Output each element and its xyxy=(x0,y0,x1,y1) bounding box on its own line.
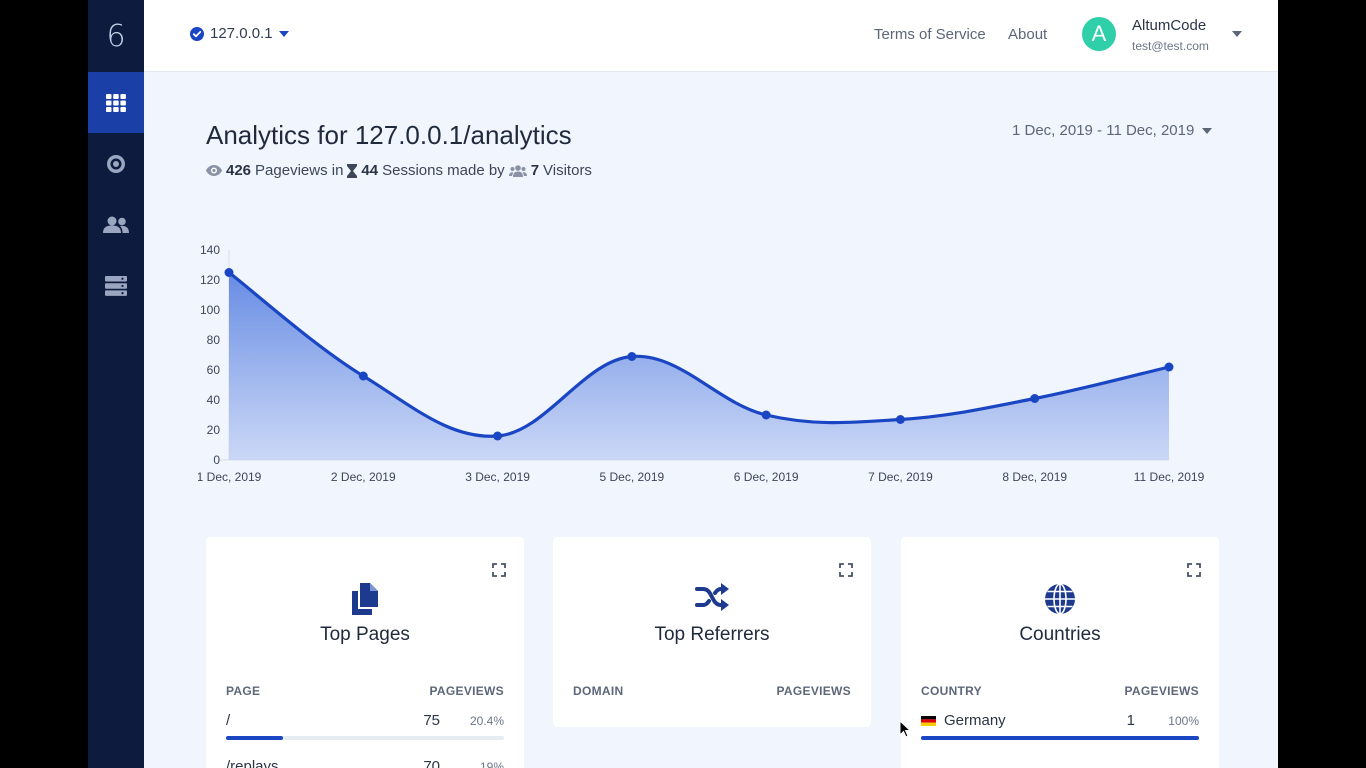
sidebar: 6 xyxy=(88,0,144,768)
progress-bar-fill xyxy=(921,736,1199,740)
copy-icon xyxy=(352,583,378,615)
stats-summary: 426 Pageviews in 44 Sessions made by 7 V… xyxy=(206,162,592,179)
grid-icon xyxy=(106,93,126,112)
sessions-label: Sessions made by xyxy=(382,162,505,179)
column-header-country[interactable]: COUNTRY xyxy=(921,684,982,698)
x-tick-label: 3 Dec, 2019 xyxy=(465,470,530,484)
date-range-picker[interactable]: 1 Dec, 2019 - 11 Dec, 2019 xyxy=(1012,122,1213,139)
terms-link[interactable]: Terms of Service xyxy=(874,26,986,43)
globe-icon xyxy=(1045,583,1075,615)
sidebar-item-servers[interactable] xyxy=(88,255,144,316)
data-point[interactable] xyxy=(224,268,234,277)
sidebar-item-dashboard[interactable] xyxy=(88,72,144,133)
top-pages-card: Top Pages PAGE PAGEVIEWS / 75 20.4% /rep… xyxy=(206,537,524,768)
data-point[interactable] xyxy=(358,371,368,381)
check-circle-icon xyxy=(190,26,204,41)
x-tick-label: 6 Dec, 2019 xyxy=(734,470,799,484)
list-item[interactable]: / 75 20.4% xyxy=(226,712,504,736)
caret-down-icon xyxy=(278,30,289,37)
app-frame: 6 xyxy=(88,0,1278,768)
y-tick-label: 0 xyxy=(213,453,220,467)
column-header-pageviews[interactable]: PAGEVIEWS xyxy=(776,684,851,698)
column-header-pageviews[interactable]: PAGEVIEWS xyxy=(429,684,504,698)
y-tick-label: 60 xyxy=(207,363,221,377)
top-bar: 127.0.0.1 Terms of Service About A Altum… xyxy=(144,0,1278,72)
country-label: Germany xyxy=(921,712,1006,729)
server-icon xyxy=(105,275,127,296)
visitors-count: 7 xyxy=(530,162,540,179)
data-point[interactable] xyxy=(1164,362,1174,372)
pageviews-chart: 0 20 40 60 80 100 120 140 1 Dec, 2019 2 Dec, 2019… xyxy=(198,243,1205,484)
progress-bar xyxy=(226,736,504,740)
hourglass-icon xyxy=(347,163,358,178)
pageviews-label: Pageviews in xyxy=(255,162,344,179)
date-range-label: 1 Dec, 2019 - 11 Dec, 2019 xyxy=(1012,122,1195,139)
expand-icon[interactable] xyxy=(839,563,853,577)
pageviews-value: 70 xyxy=(423,758,440,768)
site-name: 127.0.0.1 xyxy=(210,25,273,42)
x-tick-label: 5 Dec, 2019 xyxy=(599,470,664,484)
user-email: test@test.com xyxy=(1132,39,1209,53)
top-referrers-card: Top Referrers DOMAIN PAGEVIEWS xyxy=(553,537,871,727)
expand-icon[interactable] xyxy=(492,563,506,577)
page-title: Analytics for 127.0.0.1/analytics xyxy=(206,120,572,150)
sidebar-item-target[interactable] xyxy=(88,133,144,194)
data-point[interactable] xyxy=(493,431,503,441)
card-title: Top Referrers xyxy=(654,624,770,645)
countries-card: Countries COUNTRY PAGEVIEWS Germany 1 10… xyxy=(901,537,1219,768)
avatar[interactable]: A xyxy=(1082,17,1116,51)
x-tick-label: 11 Dec, 2019 xyxy=(1134,470,1205,484)
users-icon xyxy=(103,216,129,233)
target-icon xyxy=(107,154,125,173)
series-area xyxy=(229,272,1169,460)
pageviews-count: 426 xyxy=(226,162,252,179)
pageviews-value: 1 xyxy=(1126,712,1135,729)
card-title: Countries xyxy=(1019,624,1101,645)
user-name[interactable]: AltumCode xyxy=(1132,17,1207,34)
visitors-icon xyxy=(508,164,527,177)
column-header-page[interactable]: PAGE xyxy=(226,684,261,698)
x-tick-label: 1 Dec, 2019 xyxy=(198,470,262,484)
progress-bar xyxy=(921,736,1199,740)
y-tick-label: 80 xyxy=(207,333,221,347)
shuffle-icon xyxy=(695,583,729,611)
data-point[interactable] xyxy=(627,352,637,361)
data-point[interactable] xyxy=(895,415,905,424)
germany-flag-icon xyxy=(921,715,936,726)
progress-bar-fill xyxy=(226,736,283,740)
y-tick-label: 120 xyxy=(200,273,220,287)
page-path: / xyxy=(226,712,231,729)
pageviews-percent: 20.4% xyxy=(469,714,504,728)
card-title: Top Pages xyxy=(320,624,410,645)
y-tick-label: 40 xyxy=(207,393,221,407)
mouse-cursor-icon xyxy=(899,720,911,738)
list-item[interactable]: /replays 70 19% xyxy=(226,758,504,768)
data-point[interactable] xyxy=(761,410,771,420)
sessions-count: 44 xyxy=(361,162,379,179)
sidebar-item-users[interactable] xyxy=(88,194,144,255)
x-tick-label: 8 Dec, 2019 xyxy=(1002,470,1067,484)
y-tick-label: 20 xyxy=(207,423,221,437)
site-selector[interactable]: 127.0.0.1 xyxy=(190,25,289,42)
column-header-pageviews[interactable]: PAGEVIEWS xyxy=(1124,684,1199,698)
page-path: /replays xyxy=(226,758,279,768)
country-name: Germany xyxy=(944,712,1006,729)
x-tick-label: 2 Dec, 2019 xyxy=(331,470,396,484)
y-tick-label: 100 xyxy=(200,303,220,317)
x-tick-label: 7 Dec, 2019 xyxy=(868,470,933,484)
eye-icon xyxy=(206,165,222,176)
list-item[interactable]: Germany 1 100% xyxy=(921,712,1199,736)
pageviews-value: 75 xyxy=(423,712,440,729)
data-point[interactable] xyxy=(1030,394,1040,403)
about-link[interactable]: About xyxy=(1008,26,1048,43)
caret-down-icon xyxy=(1202,127,1213,134)
expand-icon[interactable] xyxy=(1187,563,1201,577)
app-logo[interactable]: 6 xyxy=(106,18,126,54)
y-tick-label: 140 xyxy=(200,243,220,257)
user-menu-caret-icon[interactable] xyxy=(1232,31,1242,37)
visitors-label: Visitors xyxy=(543,162,592,179)
pageviews-percent: 19% xyxy=(479,760,504,768)
pageviews-percent: 100% xyxy=(1168,714,1199,728)
column-header-domain[interactable]: DOMAIN xyxy=(573,684,624,698)
